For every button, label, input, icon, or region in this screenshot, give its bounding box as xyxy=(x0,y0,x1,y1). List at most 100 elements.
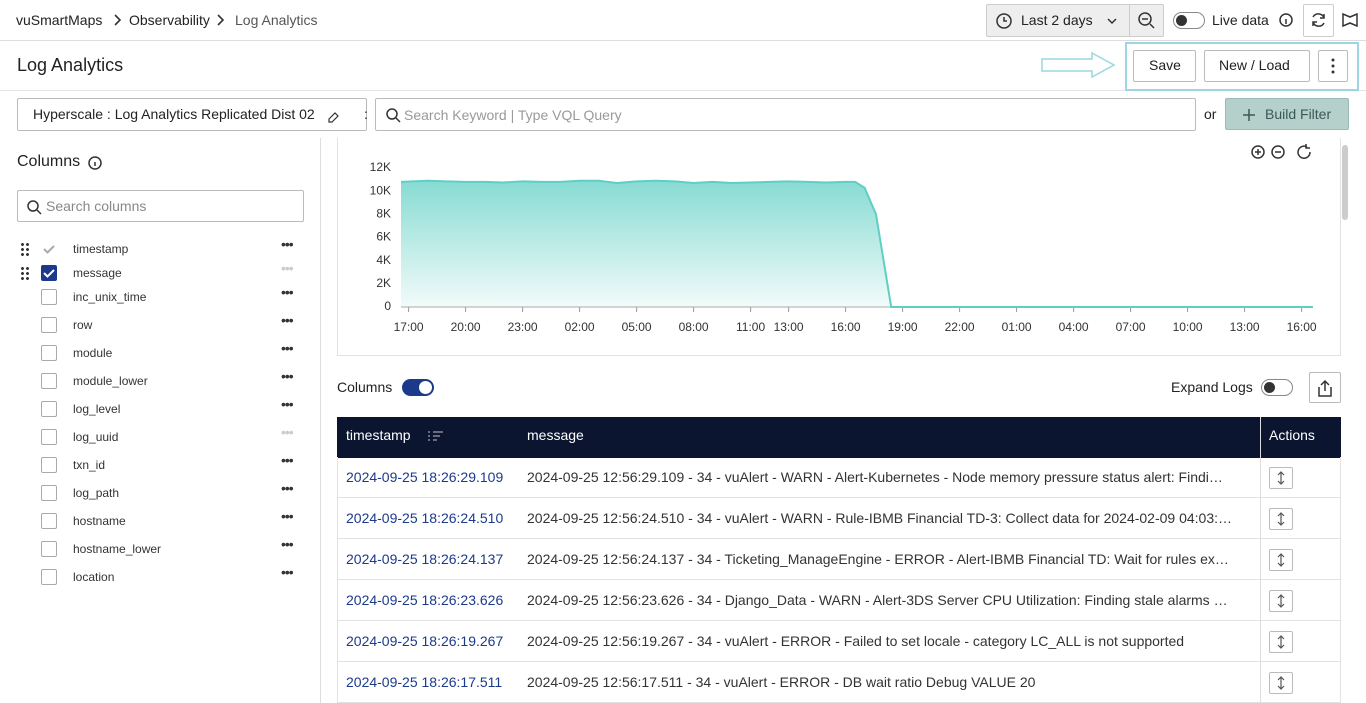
column-menu[interactable]: ••• xyxy=(281,312,294,328)
column-menu[interactable]: ••• xyxy=(281,424,294,440)
checkbox[interactable] xyxy=(41,429,57,445)
live-toggle[interactable] xyxy=(1173,12,1205,29)
area xyxy=(401,180,1313,307)
message-cell: 2024-09-25 12:56:19.267 - 34 - vuAlert -… xyxy=(527,633,1185,649)
y-tick-label: 4K xyxy=(376,253,391,267)
column-menu[interactable]: ••• xyxy=(281,284,294,300)
y-tick-label: 6K xyxy=(376,230,391,244)
x-tick-label: 19:00 xyxy=(888,320,918,334)
column-name: txn_id xyxy=(73,458,106,472)
breadcrumb[interactable]: vuSmartMaps xyxy=(16,12,103,28)
columns-toggle-label: Columns xyxy=(337,379,393,395)
table-row xyxy=(337,457,1341,498)
column-menu[interactable]: ••• xyxy=(281,368,294,384)
expand-icon xyxy=(1277,635,1285,649)
message-cell: 2024-09-25 12:56:24.510 - 34 - vuAlert -… xyxy=(527,510,1233,526)
checkbox[interactable] xyxy=(41,289,57,305)
breadcrumb[interactable]: Observability xyxy=(129,12,210,28)
checkbox[interactable] xyxy=(41,401,57,417)
drag-handle xyxy=(20,242,30,256)
row-action-button[interactable] xyxy=(1269,631,1293,653)
zoom-out-button[interactable] xyxy=(1129,4,1164,37)
source-label: Hyperscale : Log Analytics Replicated Di… xyxy=(33,106,315,122)
refresh-button[interactable] xyxy=(1303,4,1334,37)
save-label: Save xyxy=(1149,57,1181,73)
column-menu[interactable]: ••• xyxy=(281,452,294,468)
checkbox[interactable] xyxy=(41,265,57,281)
save-button[interactable] xyxy=(1133,50,1196,82)
column-name: log_path xyxy=(73,486,120,500)
toggle-knob xyxy=(1176,15,1187,26)
column-name: row xyxy=(73,318,93,332)
column-name: log_level xyxy=(73,402,121,416)
y-tick-label: 10K xyxy=(370,183,391,197)
expand-icon xyxy=(1277,553,1285,567)
toolbar xyxy=(0,41,1366,91)
source-box[interactable] xyxy=(17,98,367,131)
time-picker[interactable] xyxy=(986,4,1164,37)
chart-box xyxy=(337,138,1341,356)
or-label: or xyxy=(1204,106,1217,122)
x-tick-label: 10:00 xyxy=(1173,320,1203,334)
top-bar xyxy=(0,0,1366,41)
timestamp-cell[interactable]: 2024-09-25 18:26:24.137 xyxy=(346,551,504,567)
checkbox[interactable] xyxy=(41,569,57,585)
checkbox[interactable] xyxy=(41,373,57,389)
x-tick-label: 23:00 xyxy=(508,320,538,334)
timestamp-cell[interactable]: 2024-09-25 18:26:29.109 xyxy=(346,469,504,485)
expand-toggle[interactable] xyxy=(1261,379,1293,396)
checkbox[interactable] xyxy=(41,485,57,501)
column-menu[interactable]: ••• xyxy=(281,508,294,524)
checkbox[interactable] xyxy=(41,513,57,529)
table-row xyxy=(337,539,1341,580)
row-action-button[interactable] xyxy=(1269,508,1293,530)
timestamp-cell[interactable]: 2024-09-25 18:26:24.510 xyxy=(346,510,504,526)
checkbox[interactable] xyxy=(41,457,57,473)
new-load-label: New / Load xyxy=(1219,57,1290,73)
y-tick-label: 12K xyxy=(370,160,391,174)
column-name: location xyxy=(73,570,115,584)
column-menu[interactable]: ••• xyxy=(281,480,294,496)
x-tick-label: 22:00 xyxy=(945,320,975,334)
toggle-knob xyxy=(419,381,432,394)
expand-icon xyxy=(1277,471,1285,485)
row-action-button[interactable] xyxy=(1269,672,1293,694)
page-title: Log Analytics xyxy=(17,55,124,75)
timestamp-cell[interactable]: 2024-09-25 18:26:17.511 xyxy=(346,674,503,690)
x-tick-label: 04:00 xyxy=(1059,320,1089,334)
column-name: hostname xyxy=(73,514,126,528)
timestamp-cell[interactable]: 2024-09-25 18:26:19.267 xyxy=(346,633,504,649)
x-tick-label: 16:00 xyxy=(831,320,861,334)
column-menu[interactable]: ••• xyxy=(281,340,294,356)
check xyxy=(43,245,55,254)
search-placeholder: Search Keyword | Type VQL Query xyxy=(404,107,622,123)
column-menu[interactable]: ••• xyxy=(281,536,294,552)
check xyxy=(43,269,55,278)
column-menu[interactable]: ••• xyxy=(281,260,294,276)
column-name: inc_unix_time xyxy=(73,290,147,304)
search-placeholder: Search columns xyxy=(46,198,147,214)
checkbox[interactable] xyxy=(41,317,57,333)
row-action-button[interactable] xyxy=(1269,590,1293,612)
checkbox[interactable] xyxy=(41,541,57,557)
timestamp-cell[interactable]: 2024-09-25 18:26:23.626 xyxy=(346,592,504,608)
column-menu[interactable]: ••• xyxy=(281,236,294,252)
table-header-cell: Actions xyxy=(1269,427,1315,443)
checkbox[interactable] xyxy=(41,345,57,361)
message-cell: 2024-09-25 12:56:23.626 - 34 - Django_Da… xyxy=(527,592,1228,608)
new-load-button[interactable] xyxy=(1204,50,1310,82)
column-search[interactable] xyxy=(17,190,304,222)
row-action-button[interactable] xyxy=(1269,467,1293,489)
drag-handle xyxy=(20,266,30,280)
search-box[interactable] xyxy=(375,98,1196,131)
column-menu[interactable]: ••• xyxy=(281,564,294,580)
checkbox[interactable] xyxy=(41,241,57,257)
highlight-box xyxy=(1125,42,1359,91)
column-name: module xyxy=(73,346,113,360)
more-button[interactable] xyxy=(1318,50,1348,82)
column-name: message xyxy=(73,266,122,280)
column-menu[interactable]: ••• xyxy=(281,396,294,412)
row-action-button[interactable] xyxy=(1269,549,1293,571)
export-button[interactable] xyxy=(1309,372,1341,403)
x-tick-label: 02:00 xyxy=(565,320,595,334)
